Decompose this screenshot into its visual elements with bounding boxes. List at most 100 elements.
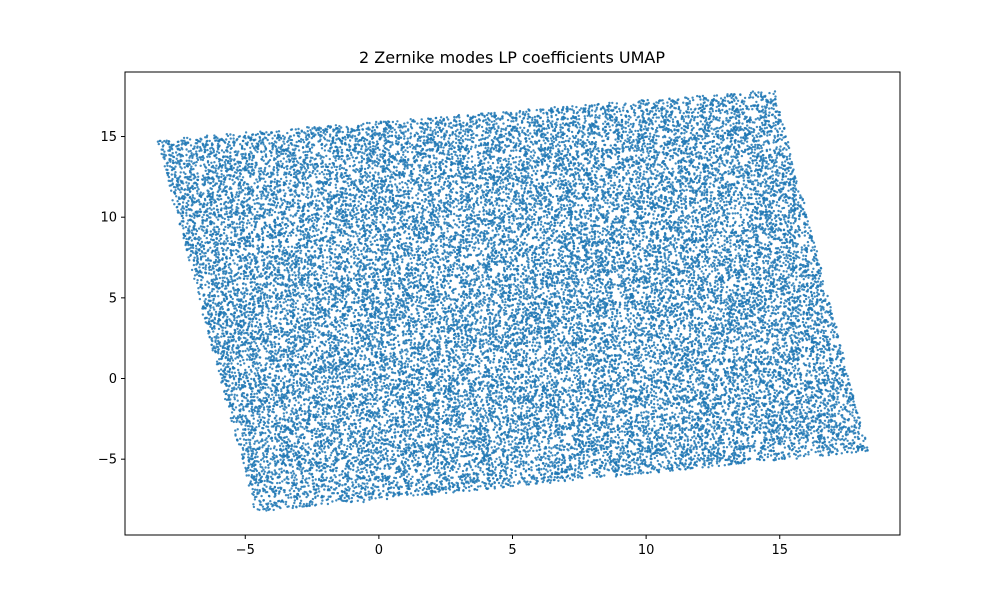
scatter-point xyxy=(660,183,664,187)
scatter-point xyxy=(741,442,745,446)
scatter-point xyxy=(478,357,481,360)
scatter-point xyxy=(811,270,814,274)
scatter-point xyxy=(734,248,737,251)
scatter-point xyxy=(700,194,703,197)
scatter-point xyxy=(232,259,235,262)
scatter-point xyxy=(783,446,787,449)
scatter-point xyxy=(728,289,732,292)
scatter-point xyxy=(325,279,328,283)
scatter-point xyxy=(750,193,753,196)
scatter-point xyxy=(675,246,679,249)
scatter-point xyxy=(680,362,684,365)
scatter-point xyxy=(238,413,242,417)
scatter-point xyxy=(513,370,516,374)
scatter-point xyxy=(249,278,253,281)
scatter-point xyxy=(477,465,480,469)
scatter-point xyxy=(405,396,408,399)
scatter-point xyxy=(528,357,532,360)
scatter-point xyxy=(554,178,558,182)
scatter-point xyxy=(542,122,545,126)
scatter-point xyxy=(232,249,235,252)
scatter-point xyxy=(388,313,392,316)
scatter-point xyxy=(536,262,539,266)
scatter-point xyxy=(442,149,445,152)
scatter-point xyxy=(533,151,537,154)
scatter-point xyxy=(718,204,722,207)
scatter-point xyxy=(393,476,396,479)
scatter-point xyxy=(787,169,790,173)
scatter-point xyxy=(666,104,669,108)
scatter-point xyxy=(281,221,284,224)
scatter-point xyxy=(392,394,395,397)
scatter-point xyxy=(465,203,468,206)
scatter-point xyxy=(390,301,393,304)
scatter-point xyxy=(322,173,325,176)
scatter-point xyxy=(831,328,834,332)
scatter-point xyxy=(708,327,711,331)
scatter-point xyxy=(507,382,511,385)
scatter-point xyxy=(492,428,495,431)
scatter-point xyxy=(793,393,797,397)
scatter-point xyxy=(351,342,354,346)
scatter-point xyxy=(337,157,340,161)
scatter-point xyxy=(335,499,338,502)
scatter-point xyxy=(399,302,402,305)
scatter-point xyxy=(501,379,505,383)
scatter-point xyxy=(243,148,246,151)
scatter-point xyxy=(586,182,590,186)
scatter-point xyxy=(597,127,600,131)
scatter-point xyxy=(483,321,486,324)
scatter-point xyxy=(672,210,675,214)
scatter-point xyxy=(463,269,467,273)
scatter-point xyxy=(477,241,480,245)
scatter-point xyxy=(716,313,719,316)
scatter-point xyxy=(767,370,770,374)
scatter-point xyxy=(519,460,522,463)
scatter-point xyxy=(815,346,818,349)
scatter-point xyxy=(406,319,410,322)
scatter-point xyxy=(503,441,507,444)
scatter-point xyxy=(823,419,827,422)
scatter-point xyxy=(232,182,235,186)
scatter-point xyxy=(421,254,425,257)
scatter-point xyxy=(299,487,302,491)
scatter-point xyxy=(421,261,424,264)
scatter-point xyxy=(421,395,425,399)
scatter-point xyxy=(305,345,308,348)
scatter-point xyxy=(385,296,388,300)
scatter-point xyxy=(316,169,319,173)
scatter-point xyxy=(730,206,733,210)
scatter-point xyxy=(395,159,398,162)
scatter-point xyxy=(312,262,315,265)
scatter-point xyxy=(381,275,385,278)
scatter-point xyxy=(284,500,288,504)
scatter-point xyxy=(658,352,661,356)
scatter-point xyxy=(577,161,580,165)
scatter-point xyxy=(493,471,496,474)
scatter-point xyxy=(353,257,356,260)
scatter-point xyxy=(755,197,758,200)
scatter-point xyxy=(623,307,626,310)
scatter-point xyxy=(662,442,666,446)
scatter-point xyxy=(449,201,452,204)
scatter-point xyxy=(576,226,579,229)
scatter-point xyxy=(794,378,798,381)
scatter-point xyxy=(713,312,716,315)
scatter-point xyxy=(268,495,271,498)
scatter-point xyxy=(717,464,721,468)
scatter-point xyxy=(730,111,733,115)
scatter-point xyxy=(247,349,250,352)
scatter-point xyxy=(615,102,619,105)
scatter-point xyxy=(568,203,572,206)
scatter-point xyxy=(440,136,443,139)
scatter-point xyxy=(570,366,574,369)
scatter-point xyxy=(720,141,723,144)
scatter-point xyxy=(454,150,457,154)
scatter-point xyxy=(313,273,316,277)
scatter-point xyxy=(605,234,608,237)
scatter-point xyxy=(404,242,408,245)
scatter-point xyxy=(330,270,333,273)
scatter-point xyxy=(588,324,591,328)
scatter-point xyxy=(723,464,726,467)
scatter-point xyxy=(317,487,320,490)
